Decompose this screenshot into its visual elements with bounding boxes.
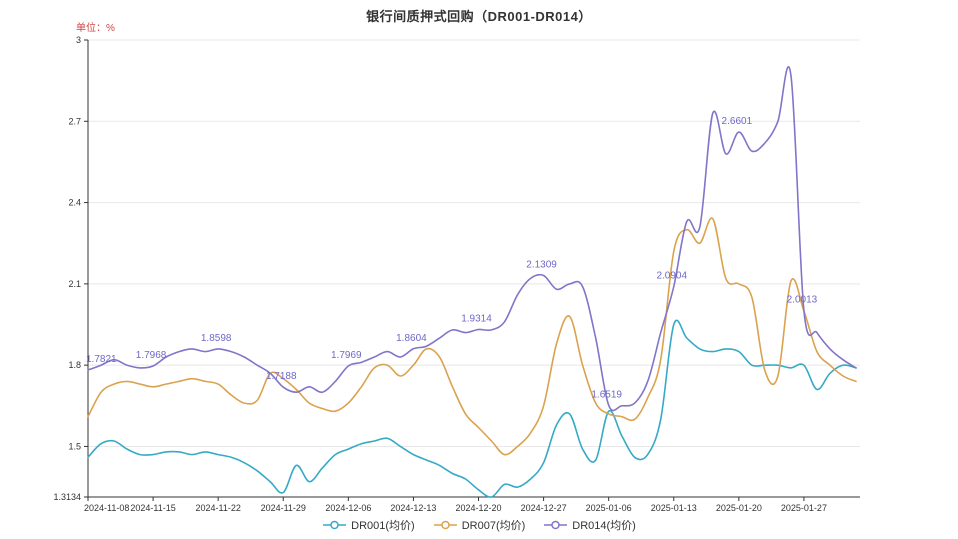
legend-item-dr014[interactable]: DR014(均价) — [543, 517, 636, 533]
legend-item-dr001[interactable]: DR001(均价) — [322, 517, 415, 533]
series-group — [87, 65, 857, 498]
y-axis-label: 1.3134 — [53, 492, 81, 502]
annotation-value: 2.6601 — [722, 116, 753, 127]
chart-title: 银行间质押式回购（DR001-DR014） — [366, 9, 592, 24]
series-line-dr007[interactable] — [87, 217, 857, 456]
legend-line-marker-icon — [323, 520, 347, 530]
unit-label: 单位：% — [76, 23, 115, 34]
legend-item-dr007[interactable]: DR007(均价) — [433, 517, 526, 533]
legend-label: DR001(均价) — [351, 520, 415, 532]
y-axis-label: 2.7 — [68, 116, 81, 126]
chart-legend: DR001(均价) DR007(均价) DR014(均价) — [0, 517, 958, 533]
legend-line-marker-icon — [433, 520, 457, 530]
annotation-value: 1.9314 — [461, 314, 492, 325]
x-axis-label: 2025-01-20 — [716, 503, 762, 512]
x-axis-label: 2024-12-06 — [325, 503, 371, 512]
x-axis-label: 2024-11-29 — [261, 503, 306, 512]
y-axis-label: 2.1 — [68, 279, 81, 289]
y-axis-label: 1.5 — [68, 441, 81, 451]
x-axis-label: 2024-12-20 — [455, 503, 501, 512]
x-axis-label: 2024-12-27 — [521, 503, 567, 512]
x-axis-label: 2024-12-13 — [390, 503, 436, 512]
x-axis-label: 2025-01-13 — [651, 503, 697, 512]
annotation-value: 2.1309 — [526, 259, 557, 270]
legend-label: DR007(均价) — [461, 520, 526, 532]
series-line-dr014[interactable] — [87, 65, 857, 412]
y-axis-label: 1.8 — [68, 360, 81, 370]
legend-line-marker-icon — [544, 520, 568, 530]
annotation-value: 1.8598 — [201, 333, 232, 344]
annotation-value: 1.8604 — [396, 333, 427, 344]
annotation-value: 1.7188 — [266, 371, 297, 382]
x-axis-label: 2024-11-22 — [195, 503, 240, 512]
x-axis-label: 2024-11-15 — [130, 503, 175, 512]
annotation-value: 1.6519 — [591, 389, 622, 400]
annotation-value: 1.7969 — [331, 350, 362, 361]
annotation-value: 2.0013 — [787, 295, 818, 306]
x-axis-label: 2025-01-27 — [781, 503, 827, 512]
x-axis-label: 2024-11-08 — [84, 503, 129, 512]
x-axis-label: 2025-01-06 — [586, 503, 632, 512]
annotation-value: 2.0904 — [656, 270, 687, 281]
series-line-dr001[interactable] — [87, 319, 857, 498]
y-axis-label: 3 — [76, 35, 81, 45]
annotation-value: 1.7821 — [86, 354, 117, 365]
y-axis-label: 2.4 — [68, 198, 81, 208]
annotation-value: 1.7968 — [136, 350, 167, 361]
legend-label: DR014(均价) — [572, 520, 636, 532]
